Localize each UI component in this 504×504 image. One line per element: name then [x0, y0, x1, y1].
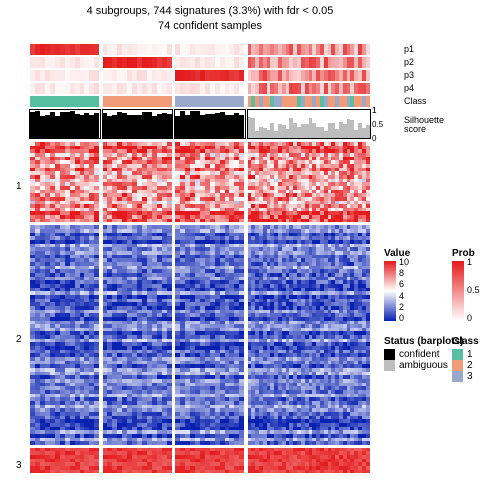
heatmap-group-label: 1 — [16, 181, 22, 192]
title-line-1: 4 subgroups, 744 signatures (3.3%) with … — [40, 4, 380, 19]
heatmap-group-1 — [30, 142, 370, 222]
legend-prob: Prob10.50 — [452, 248, 487, 321]
track-class — [30, 96, 370, 107]
heatmap-group-label: 2 — [16, 334, 22, 345]
heatmap-group-2 — [30, 225, 370, 444]
track-p4 — [30, 83, 370, 94]
track-p2 — [30, 57, 370, 68]
heatmap-group-3 — [30, 448, 370, 474]
track-p1 — [30, 44, 370, 55]
legend-class: Class123 — [452, 336, 479, 382]
plot-area: p1p2p3p4ClassSilhouette score110.50123 — [30, 44, 370, 474]
heatmap-group-label: 3 — [16, 460, 22, 471]
chart-title: 4 subgroups, 744 signatures (3.3%) with … — [40, 4, 380, 34]
legend-value: Value1086420 — [384, 248, 419, 321]
title-line-2: 74 confident samples — [40, 19, 380, 34]
track-p3 — [30, 70, 370, 81]
track-silhouette — [30, 110, 370, 138]
